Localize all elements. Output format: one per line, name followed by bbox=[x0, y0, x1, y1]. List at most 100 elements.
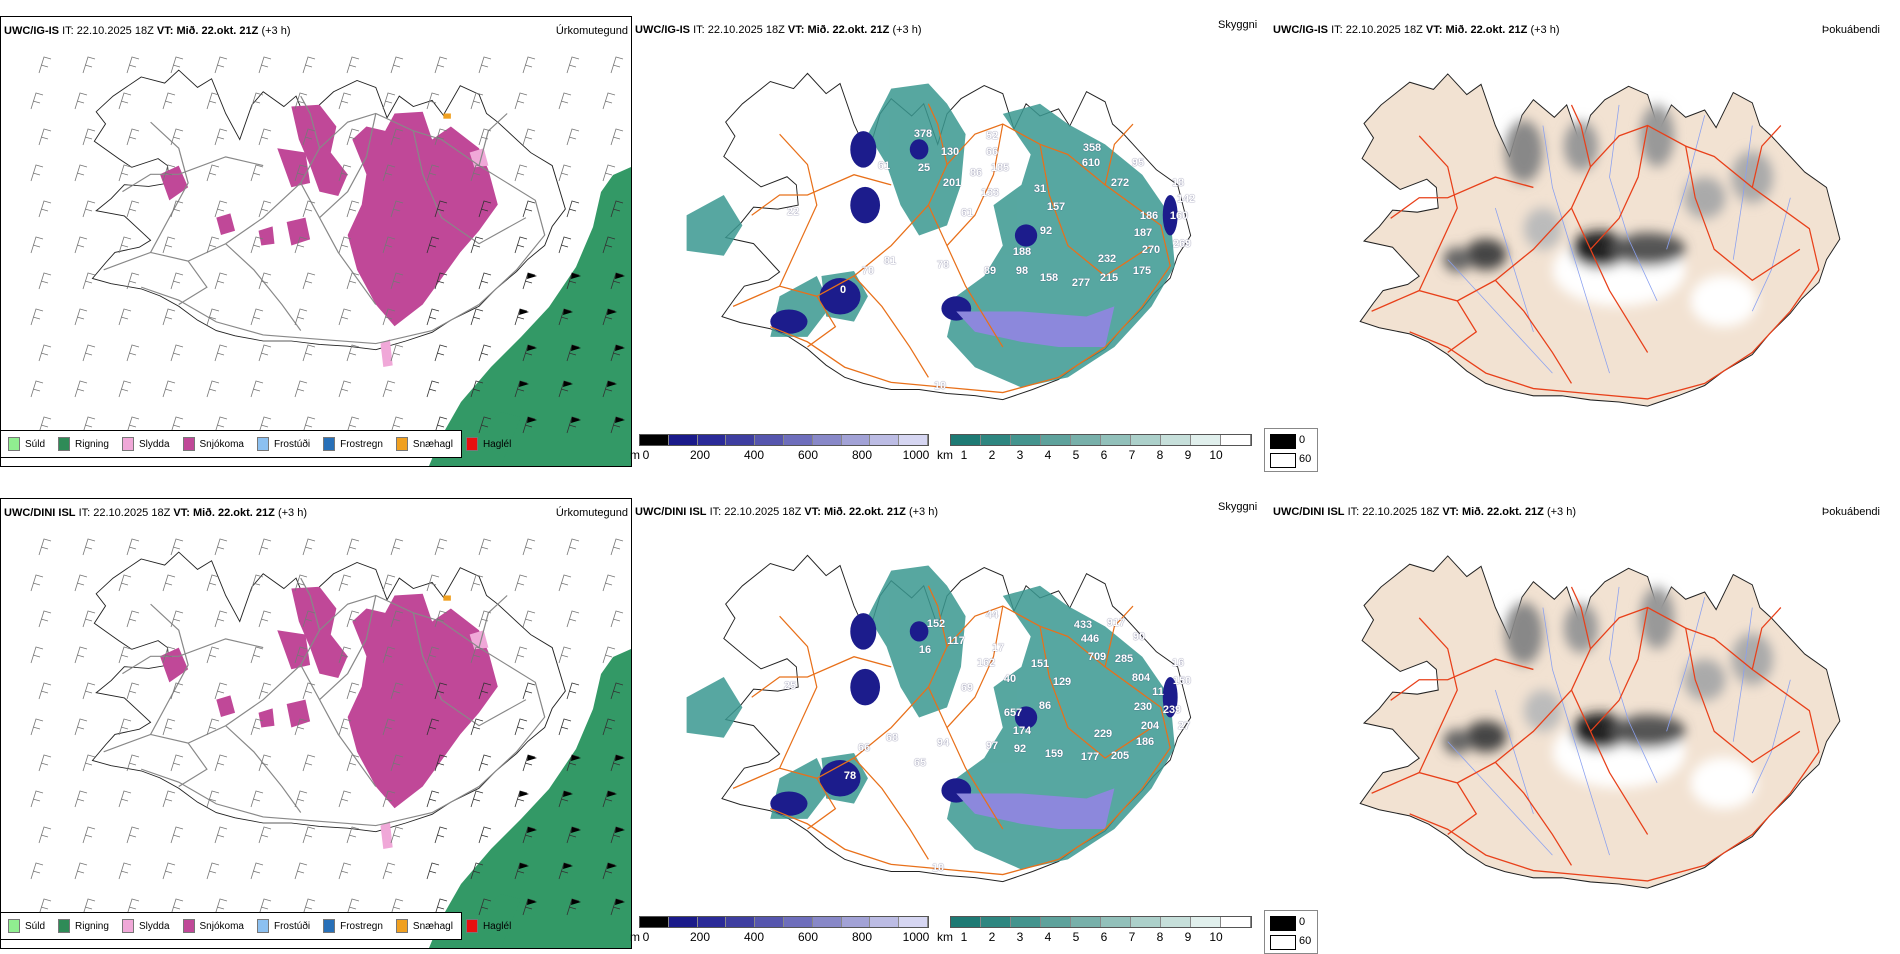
wind-barb bbox=[602, 236, 616, 254]
wind-barb bbox=[434, 682, 448, 700]
wind-barb bbox=[38, 200, 52, 218]
wind-barb bbox=[558, 574, 572, 592]
wind-barb bbox=[38, 272, 52, 290]
legend-swatch bbox=[465, 919, 478, 933]
vis-m-color-step bbox=[783, 917, 813, 927]
visibility-value-label: 11 bbox=[1152, 686, 1164, 698]
wind-barb bbox=[258, 754, 272, 772]
header-lead: (+3 h) bbox=[1546, 506, 1576, 518]
wind-barb bbox=[82, 826, 96, 844]
wind-barb bbox=[38, 898, 52, 916]
wind-barb bbox=[470, 862, 484, 880]
wind-barb bbox=[470, 574, 484, 592]
visibility-value-label: 186 bbox=[1135, 736, 1155, 748]
wind-barb bbox=[426, 718, 440, 736]
header-init-label: IT: bbox=[78, 507, 91, 519]
legend-label: Snæhagl bbox=[412, 920, 453, 932]
wind-barb bbox=[566, 754, 581, 772]
wind-barb bbox=[434, 200, 448, 218]
wind-barb bbox=[162, 380, 176, 398]
colorbar-tick: 600 bbox=[797, 930, 819, 944]
visibility-value-label: 10 bbox=[933, 380, 947, 392]
wind-barb bbox=[82, 272, 96, 290]
wind-barb bbox=[82, 898, 96, 916]
visibility-value-label: 151 bbox=[1030, 658, 1050, 670]
wind-barb bbox=[426, 92, 440, 110]
visibility-value-label: 175 bbox=[1132, 265, 1152, 277]
colorbar-tick: 2 bbox=[988, 930, 996, 944]
wind-barb bbox=[522, 200, 536, 218]
wind-barb bbox=[214, 826, 228, 844]
visibility-value-label: 160 bbox=[1169, 210, 1189, 222]
wind-barb bbox=[390, 682, 404, 700]
wind-barb bbox=[258, 610, 272, 628]
visibility-m-colorbar bbox=[639, 916, 929, 928]
wind-barb bbox=[426, 236, 440, 254]
visibility-value-label: 66 bbox=[857, 742, 871, 754]
wind-barb bbox=[522, 826, 537, 844]
wind-barb bbox=[206, 790, 220, 808]
wind-barb bbox=[38, 344, 52, 362]
colorbar-tick: 6 bbox=[1100, 448, 1108, 462]
wind-barb bbox=[558, 236, 572, 254]
vis-m-color-step bbox=[668, 435, 698, 445]
panel-title: Þokuábendi bbox=[1821, 24, 1880, 36]
wind-barb bbox=[294, 308, 308, 326]
wind-barb bbox=[390, 898, 404, 916]
legend-item: Frostúði bbox=[256, 437, 311, 451]
wind-barb bbox=[250, 164, 264, 182]
wind-barb bbox=[390, 610, 404, 628]
wind-barb bbox=[294, 380, 308, 398]
wind-barb bbox=[338, 92, 352, 110]
visibility-value-label: 61 bbox=[877, 160, 891, 172]
visibility-value-label: 378 bbox=[913, 128, 933, 140]
wind-barb bbox=[126, 344, 140, 362]
wind-barb bbox=[258, 416, 272, 434]
wind-barb bbox=[566, 898, 581, 916]
wind-barb bbox=[30, 236, 44, 254]
legend-swatch bbox=[323, 437, 336, 451]
visibility-value-label: 204 bbox=[1140, 720, 1160, 732]
wind-barb bbox=[258, 898, 272, 916]
visibility-value-label: 270 bbox=[1141, 244, 1161, 256]
wind-barb bbox=[522, 344, 537, 362]
vis-km-color-step bbox=[981, 917, 1011, 927]
vis-km-color-step bbox=[1131, 917, 1161, 927]
visibility-value-label: 52 bbox=[985, 130, 999, 142]
vis-km-color-step bbox=[1101, 917, 1131, 927]
visibility-value-label: 709 bbox=[1087, 651, 1107, 663]
wind-barb bbox=[558, 862, 573, 880]
wind-barb bbox=[610, 826, 625, 844]
wind-barb bbox=[118, 92, 132, 110]
wind-barb bbox=[214, 538, 228, 556]
vis-km-color-step bbox=[1071, 917, 1101, 927]
wind-barb bbox=[170, 682, 184, 700]
wind-barb bbox=[558, 164, 572, 182]
wind-barb bbox=[258, 538, 272, 556]
wind-barb bbox=[82, 344, 96, 362]
wind-barbs bbox=[30, 538, 625, 916]
wind-barb bbox=[478, 538, 492, 556]
wind-barb bbox=[170, 754, 184, 772]
wind-barb bbox=[126, 826, 140, 844]
wind-barb bbox=[478, 898, 492, 916]
visibility-value-label: 657 bbox=[1003, 707, 1023, 719]
visibility-value-label: 86 bbox=[969, 167, 983, 179]
wind-barb bbox=[382, 92, 396, 110]
wind-barb bbox=[478, 754, 492, 772]
wind-barb bbox=[170, 416, 184, 434]
wind-barb bbox=[470, 92, 484, 110]
wind-barb bbox=[478, 416, 492, 434]
wind-barb bbox=[250, 790, 264, 808]
wind-barb bbox=[258, 682, 272, 700]
wind-barb bbox=[566, 538, 580, 556]
wind-barb bbox=[470, 718, 484, 736]
fog-legend-value: 0 bbox=[1299, 434, 1306, 446]
visibility-value-label: 44 bbox=[985, 609, 999, 621]
vis-km-color-step bbox=[1161, 917, 1191, 927]
wind-barb bbox=[346, 898, 360, 916]
precip-type-legend: Súld Rigning Slydda Snjókoma Frostúði Frostre… bbox=[1, 912, 511, 940]
legend-item: Súld bbox=[8, 437, 45, 451]
wind-barb bbox=[514, 164, 528, 182]
legend-label: Frostúði bbox=[273, 438, 311, 450]
